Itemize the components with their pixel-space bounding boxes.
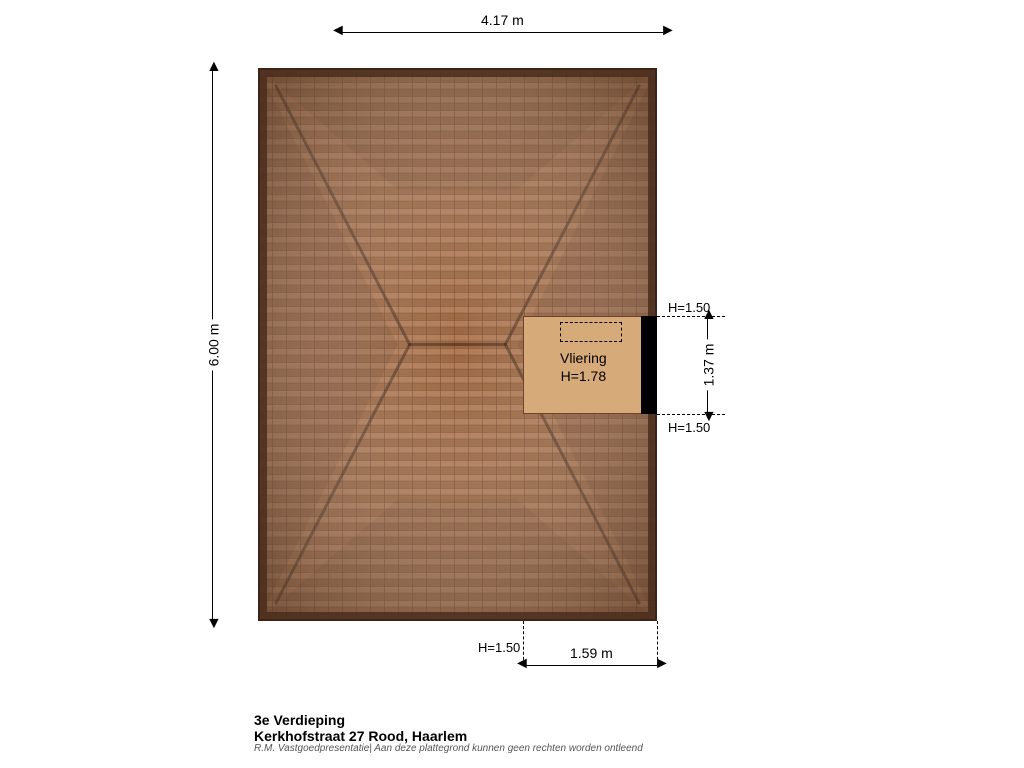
floorplan-canvas: Vliering H=1.78 ◄ ► 4.17 m ▲ ▼ 6.00 m ▲ … [0,0,1024,768]
vliering-wall [641,316,657,414]
footer-floor-name: 3e Verdieping [254,712,345,728]
height-annot-bottom-right: H=1.50 [668,420,710,435]
dash-ext-bottom-left [523,621,524,665]
footer-address: Kerkhofstraat 27 Rood, Haarlem [254,728,467,744]
dim-left-label: 6.00 m [205,319,221,370]
vliering-name: Vliering [560,350,607,366]
dash-ext-bottom [657,414,725,415]
arrow-left-icon: ◄ [330,23,346,39]
dash-ext-top [657,316,725,317]
dim-bottom-line [523,665,657,666]
arrow-right-icon: ► [660,23,676,39]
vliering-label: Vliering H=1.78 [560,349,607,385]
dim-top-line [339,32,663,33]
arrow-up-icon: ▲ [206,59,222,75]
height-annot-bottom-mid: H=1.50 [478,640,520,655]
height-annot-top-right: H=1.50 [668,300,710,315]
arrow-down-icon: ▼ [206,616,222,632]
arrow-left-icon: ◄ [514,656,530,672]
dim-top-label: 4.17 m [477,12,528,28]
dash-ext-bottom-right [657,621,658,665]
dim-bottom-label: 1.59 m [566,645,617,661]
vliering-height: H=1.78 [561,368,607,384]
dashed-opening [560,322,622,342]
dim-right-label: 1.37 m [700,340,716,391]
footer-disclaimer: R.M. Vastgoedpresentatie| Aan deze platt… [254,743,643,754]
